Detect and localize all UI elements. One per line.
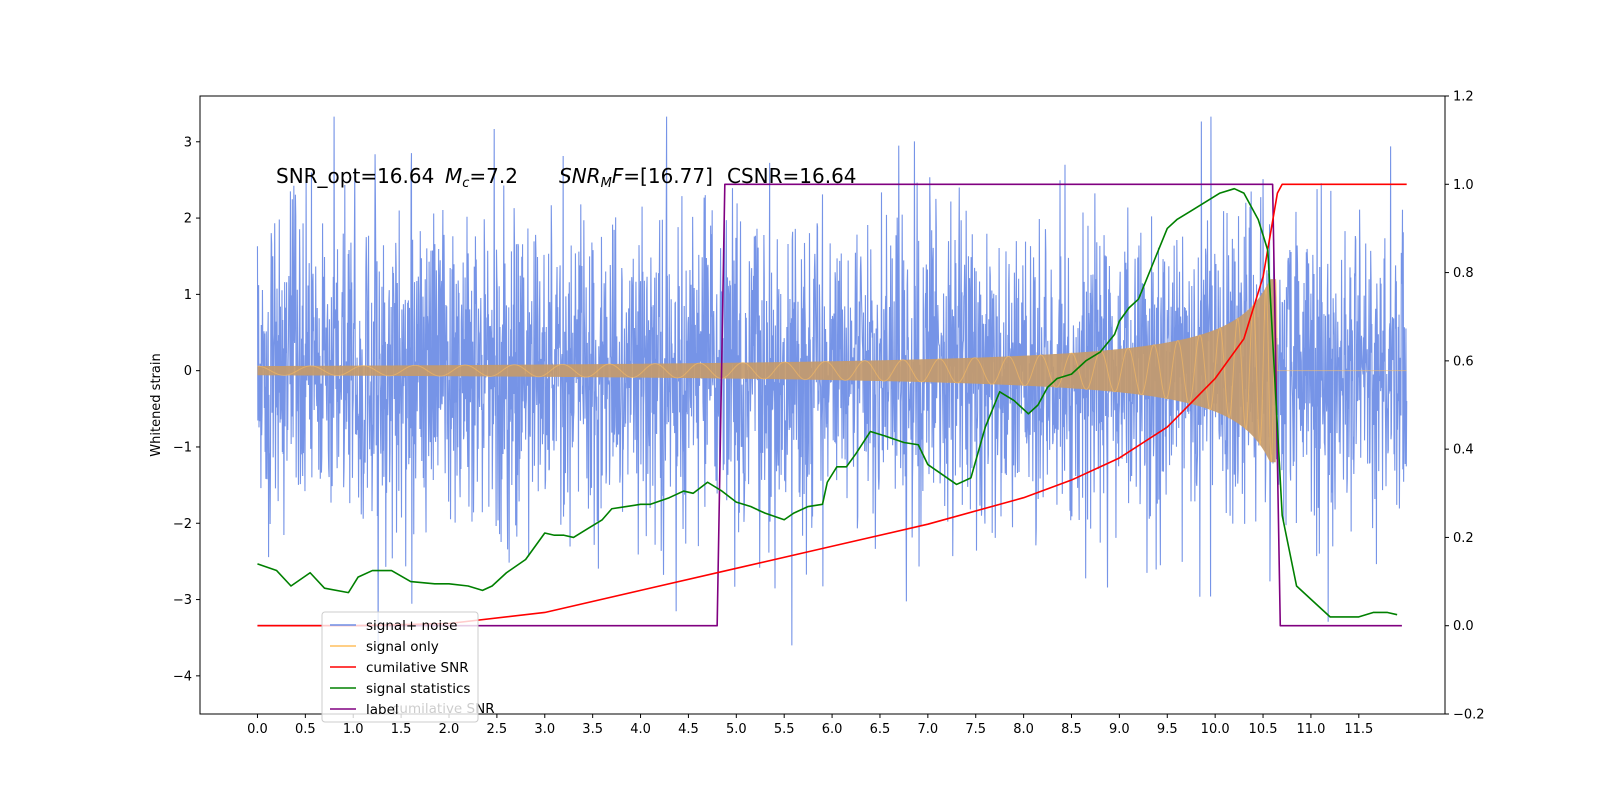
legend-box [321, 611, 479, 723]
axes-frame [199, 95, 1446, 715]
x-tick-label: 7.0 [918, 722, 939, 737]
line-cumilative-snr [257, 183, 1407, 627]
line-signal-statistics [257, 187, 1398, 618]
x-tick-label: 1.5 [391, 722, 412, 737]
x-tick-label: 5.5 [774, 722, 795, 737]
y-tick-label: −2 [173, 517, 192, 532]
annotation-mc: Mc=7.2 [445, 164, 518, 191]
x-tick-label: 0.5 [295, 722, 316, 737]
y-axis-left: 3 2 1 0 −1 −2 −3 −4 [173, 135, 200, 684]
y2-tick-label: 1.2 [1453, 90, 1474, 105]
y-axis-label: Whitened strain [149, 353, 164, 456]
x-tick-label: 8.0 [1013, 722, 1034, 737]
line-label [257, 183, 1402, 627]
x-tick-label: 11.5 [1344, 722, 1373, 737]
annotation-snr-f: F [612, 164, 624, 188]
line-signal-noise [256, 116, 1408, 655]
x-tick-label: 3.0 [534, 722, 555, 737]
legend-label: cumilative SNR [366, 660, 469, 676]
y2-tick-label: 0.4 [1453, 443, 1474, 458]
y-tick-label: 0 [184, 364, 192, 379]
x-tick-label: 5.0 [726, 722, 747, 737]
annotation-mc-symbol: M [445, 164, 462, 188]
legend-label: label [366, 702, 399, 718]
annotation-snr-symbol: SNR [559, 164, 601, 188]
y-tick-label: −4 [173, 669, 192, 684]
y-tick-label: 1 [184, 288, 192, 303]
x-tick-label: 4.5 [678, 722, 699, 737]
series-signal-noise [256, 116, 1408, 655]
y-tick-label: −1 [173, 440, 192, 455]
annotation-csnr: CSNR=16.64 [727, 164, 857, 188]
y2-tick-label: 1.0 [1453, 178, 1474, 193]
y-axis-right: 1.2 1.0 0.8 0.6 0.4 0.2 0.0 −0.2 [1445, 90, 1485, 723]
annotation-snr-subscript: M [601, 176, 612, 191]
legend-entries: signal+ noise signal only cumilative SNR si… [330, 618, 470, 718]
plot-area [199, 95, 1446, 715]
y2-tick-label: 0.8 [1453, 266, 1474, 281]
x-tick-label: 11.0 [1296, 722, 1325, 737]
y-tick-label: −3 [173, 593, 192, 608]
annotation-mc-subscript: c [462, 176, 469, 191]
annotation-mc-value: =7.2 [469, 164, 518, 188]
line-signal-only [257, 279, 1407, 463]
x-tick-label: 6.0 [822, 722, 843, 737]
y2-tick-label: 0.0 [1453, 619, 1474, 634]
x-tick-label: 10.0 [1201, 722, 1230, 737]
x-tick-label: 2.0 [439, 722, 460, 737]
annotation-snr-opt: SNR_opt=16.64 [276, 164, 434, 188]
series-signal-only [257, 279, 1407, 463]
x-tick-label: 2.5 [487, 722, 508, 737]
area-signal-only [257, 279, 1278, 463]
annotation-snr-value: =[16.77] [623, 164, 713, 188]
annotation-snr-mf: SNRMF=[16.77] [559, 164, 713, 191]
series-lines [257, 183, 1407, 627]
x-tick-label: 3.5 [582, 722, 603, 737]
annotation: SNR_opt=16.64 Mc=7.2 SNRMF=[16.77] CSNR=… [276, 164, 857, 191]
x-tick-label: 7.5 [965, 722, 986, 737]
x-tick-label: 6.5 [870, 722, 891, 737]
y2-tick-label: −0.2 [1453, 708, 1485, 723]
y2-tick-label: 0.6 [1453, 354, 1474, 369]
legend: cumilative SNR signal+ noise signal only c… [321, 611, 495, 723]
y-tick-label: 2 [184, 212, 192, 227]
legend-label: signal statistics [366, 681, 470, 697]
x-tick-label: 10.5 [1249, 722, 1278, 737]
x-tick-label: 1.0 [343, 722, 364, 737]
x-tick-label: 8.5 [1061, 722, 1082, 737]
x-axis: 0.0 0.5 1.0 1.5 2.0 2.5 3.0 3.5 4.0 4.5 5.0 5.5 6.0 6… [247, 714, 1373, 737]
x-tick-label: 9.5 [1157, 722, 1178, 737]
x-tick-label: 9.0 [1109, 722, 1130, 737]
legend-label: signal+ noise [366, 618, 457, 634]
x-tick-label: 0.0 [247, 722, 268, 737]
y-tick-label: 3 [184, 135, 192, 150]
legend-label: signal only [366, 639, 439, 655]
y2-tick-label: 0.2 [1453, 531, 1474, 546]
x-tick-label: 4.0 [630, 722, 651, 737]
